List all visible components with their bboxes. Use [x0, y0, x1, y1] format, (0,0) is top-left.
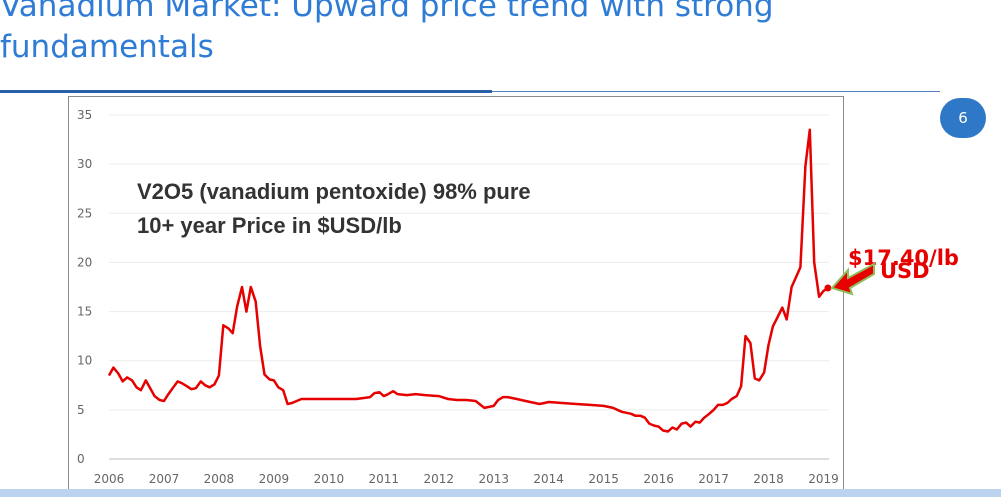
chart-subtitle: 10+ year Price in $USD/lb [137, 213, 402, 238]
title-underline [0, 90, 492, 93]
left-arrow-icon [830, 262, 875, 296]
y-tick-label: 25 [77, 206, 92, 220]
x-tick-label: 2019 [808, 472, 839, 486]
x-tick-label: 2013 [478, 472, 509, 486]
x-tick-label: 2010 [314, 472, 345, 486]
x-tick-label: 2014 [533, 472, 564, 486]
slide-title: Vanadium Market: Upward price trend with… [0, 0, 774, 65]
title-rule-extension [492, 91, 940, 92]
x-tick-label: 2008 [204, 472, 235, 486]
x-tick-label: 2012 [423, 472, 454, 486]
x-tick-label: 2015 [588, 472, 619, 486]
price-series-line [107, 128, 829, 433]
x-tick-label: 2007 [149, 472, 180, 486]
x-tick-label: 2018 [753, 472, 784, 486]
page-number-badge: 6 [940, 98, 986, 138]
latest-price-point [824, 284, 832, 292]
y-tick-label: 10 [77, 354, 92, 368]
callout-price: $17.40/lb [848, 246, 959, 270]
y-tick-label: 30 [77, 157, 92, 171]
y-axis-ticks: 0 5 10 15 20 25 30 35 [77, 108, 92, 466]
y-tick-label: 20 [77, 255, 92, 269]
x-tick-label: 2011 [369, 472, 400, 486]
y-tick-label: 35 [77, 108, 92, 122]
footer-band [0, 489, 1001, 497]
x-tick-label: 2017 [698, 472, 729, 486]
x-axis-ticks: 2006 2007 2008 2009 2010 2011 2012 2013 2014 2015… [94, 472, 839, 486]
y-tick-label: 0 [77, 452, 85, 466]
x-tick-label: 2016 [643, 472, 674, 486]
x-tick-label: 2009 [259, 472, 290, 486]
price-chart: 0 5 10 15 20 25 30 35 2006 2007 2008 2009 2010 2011 2… [68, 96, 844, 492]
grid-lines [109, 114, 829, 460]
x-tick-label: 2006 [94, 472, 125, 486]
callout-unit: USD [880, 259, 930, 283]
chart-title: V2O5 (vanadium pentoxide) 98% pure [137, 179, 531, 204]
y-tick-label: 5 [77, 403, 85, 417]
y-tick-label: 15 [77, 305, 92, 319]
